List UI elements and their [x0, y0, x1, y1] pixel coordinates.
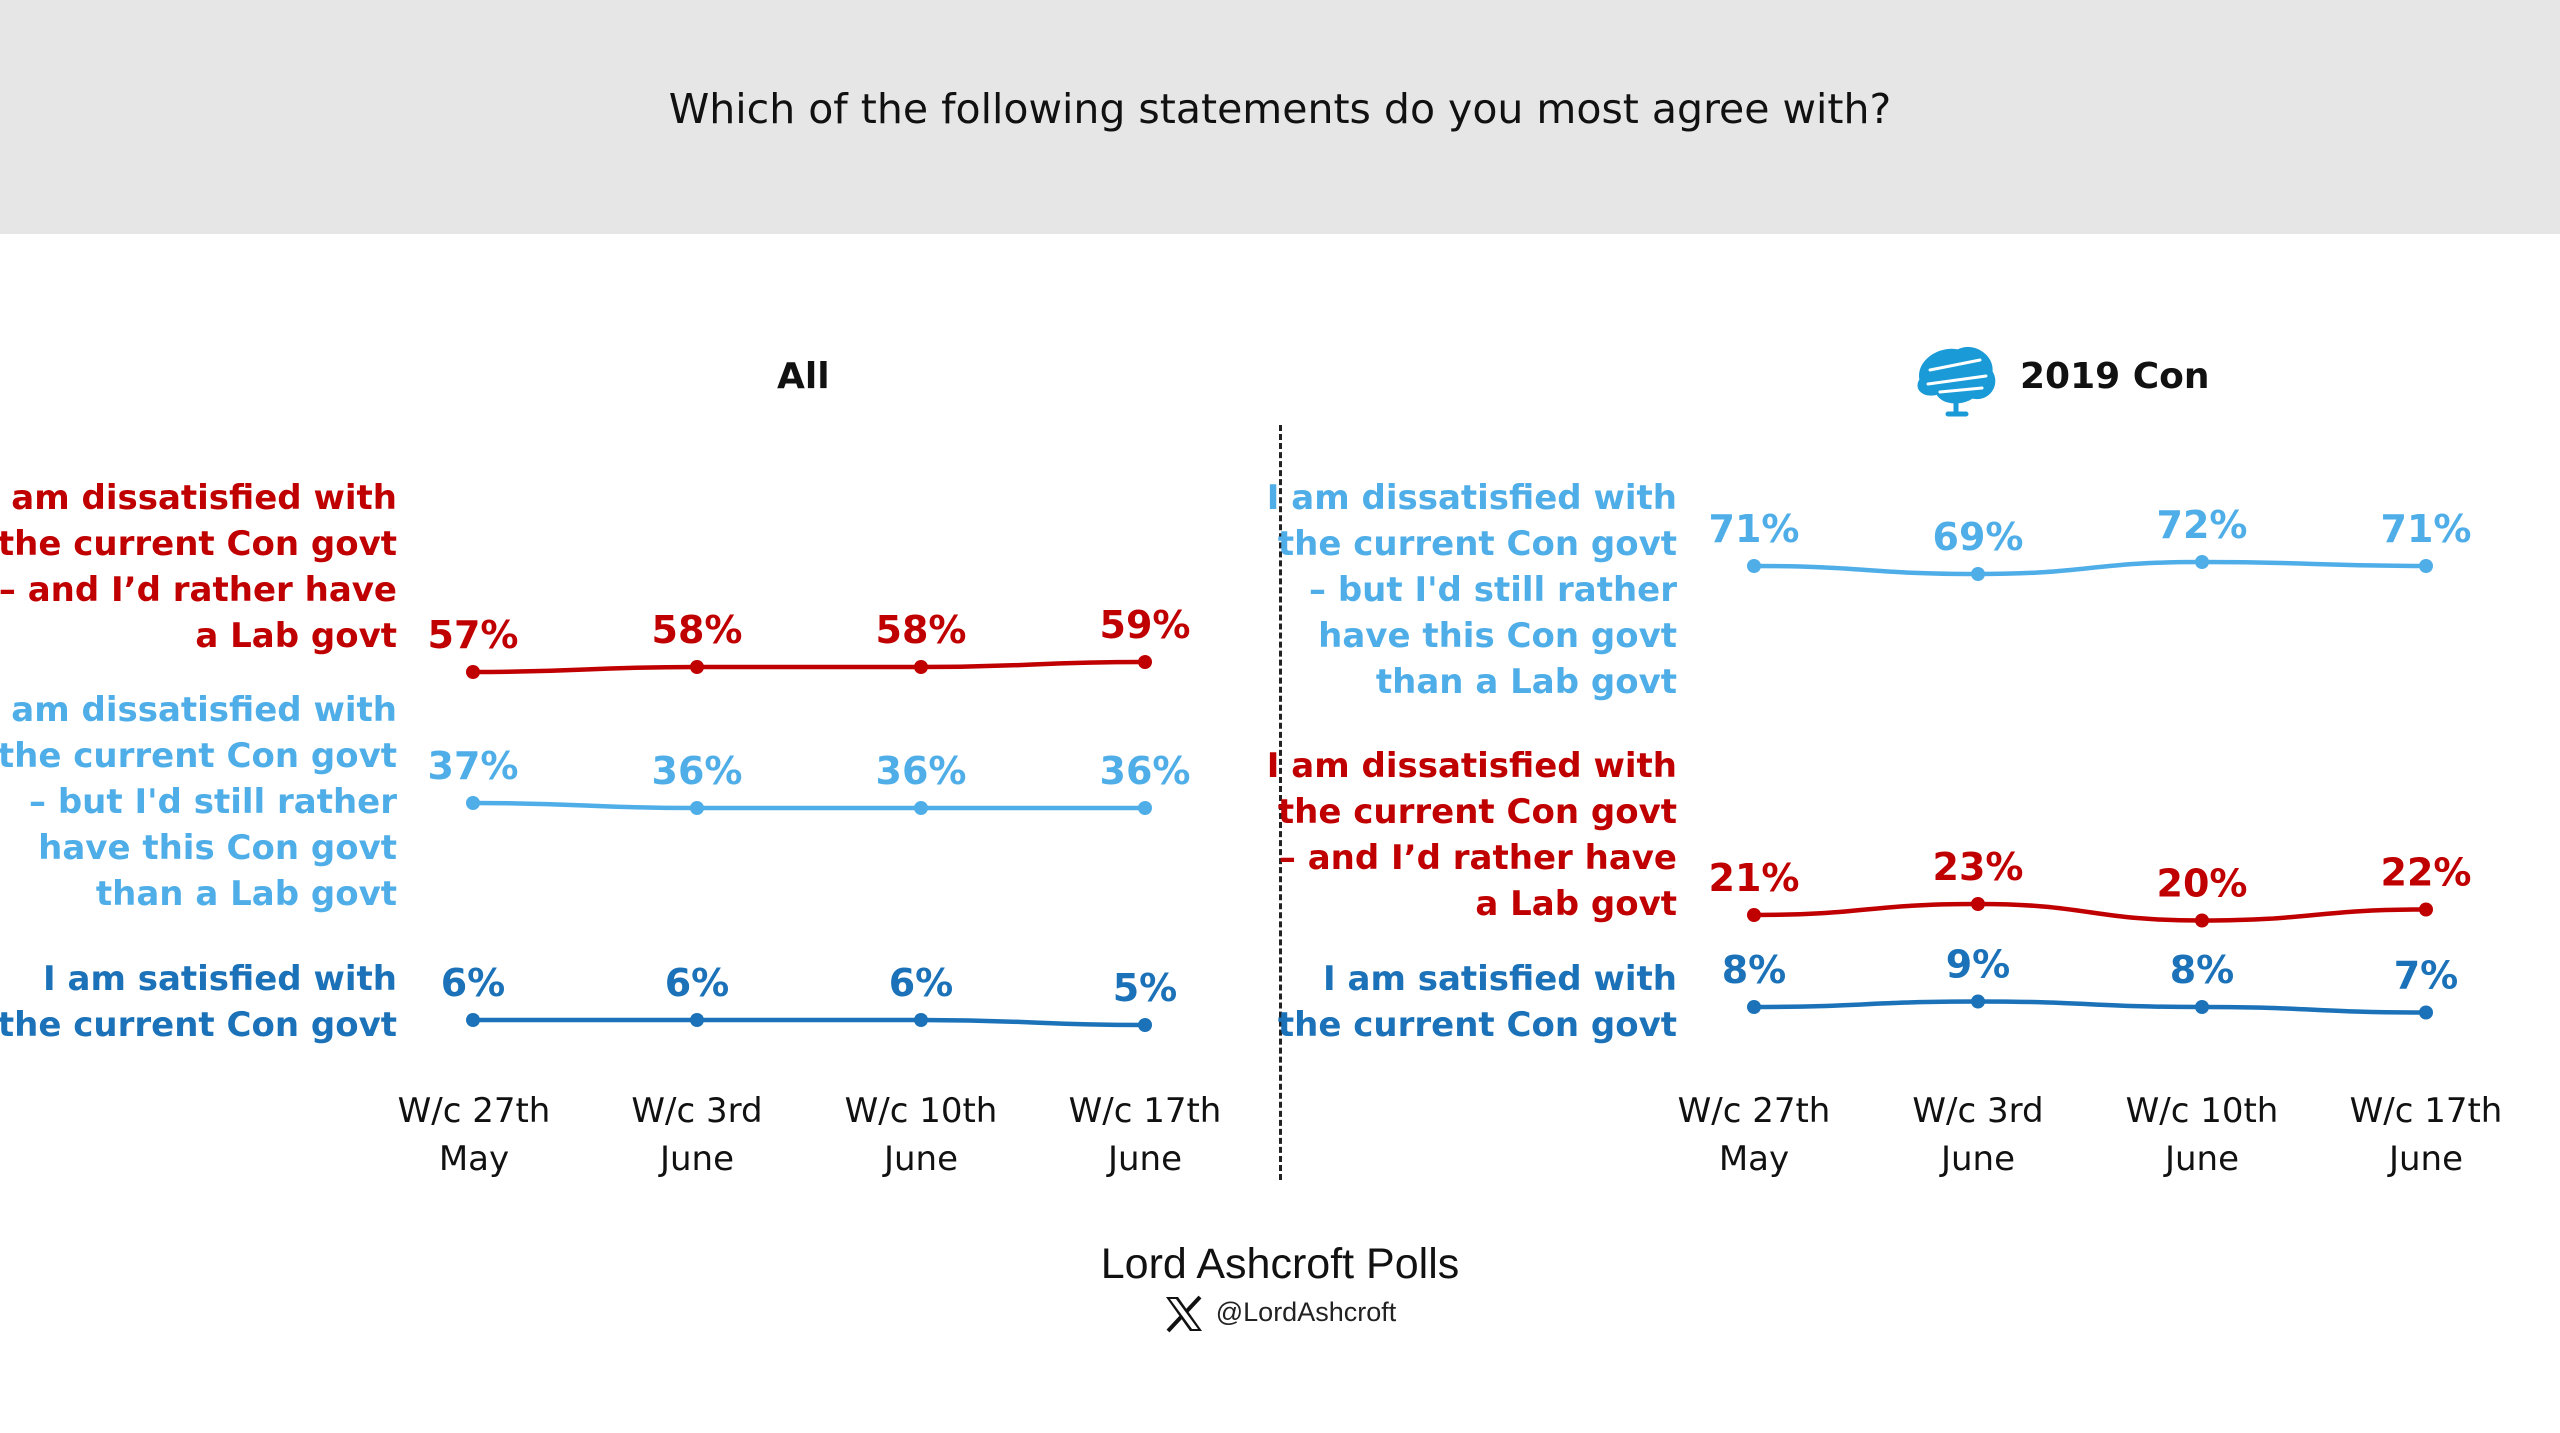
footer-handle: @LordAshcroft: [1215, 1297, 1397, 1328]
data-label: 58%: [876, 608, 967, 652]
x-tick-label: W/c 17th June: [2349, 1091, 2503, 1179]
footer-handle-row: @LordAshcroft: [0, 1295, 2560, 1333]
data-label: 8%: [2170, 948, 2235, 992]
data-label: 36%: [1100, 749, 1191, 793]
data-point: [466, 665, 480, 679]
conservative-tree-icon: [1917, 347, 1996, 417]
data-label: 6%: [441, 961, 506, 1005]
data-point: [2195, 1000, 2209, 1014]
x-tick-label: W/c 10th June: [844, 1091, 998, 1179]
data-point: [1138, 1018, 1152, 1032]
data-label: 57%: [428, 613, 519, 657]
data-label: 22%: [2381, 851, 2472, 895]
data-label: 72%: [2157, 503, 2248, 547]
series-line: [1753, 999, 2427, 1015]
footer-source: Lord Ashcroft Polls: [1100, 1240, 1460, 1288]
data-label: 37%: [428, 744, 519, 788]
data-label: 20%: [2157, 862, 2248, 906]
data-point: [914, 660, 928, 674]
x-tick-label: W/c 3rd June: [631, 1091, 763, 1179]
data-label: 59%: [1100, 603, 1191, 647]
data-label: 23%: [1933, 845, 2024, 889]
data-point: [1971, 567, 1985, 581]
data-label: 58%: [652, 608, 743, 652]
data-point: [466, 1013, 480, 1027]
data-point: [914, 801, 928, 815]
series-line: [1753, 901, 2427, 923]
data-point: [1747, 908, 1761, 922]
series-line: [1753, 559, 2427, 577]
panel-divider: [1279, 425, 1282, 1180]
data-point: [2195, 555, 2209, 569]
data-point: [1747, 1000, 1761, 1014]
x-logo-icon: [1165, 1295, 1202, 1333]
x-tick-label: W/c 17th June: [1068, 1091, 1222, 1179]
data-point: [690, 801, 704, 815]
chart-question-title: Which of the following statements do you…: [668, 85, 1892, 133]
data-label: 69%: [1933, 515, 2024, 559]
data-label: 36%: [876, 749, 967, 793]
series-label-all-satisfied: I am satisfied with the current Con govt: [0, 959, 397, 1045]
series-label-con-stillcon: I am dissatisfied with the current Con g…: [1266, 478, 1677, 702]
data-point: [1138, 655, 1152, 669]
data-point: [2195, 913, 2209, 928]
data-point: [2419, 1005, 2433, 1020]
data-label: 7%: [2394, 954, 2459, 998]
data-label: 21%: [1709, 856, 1800, 900]
header-banner: Which of the following statements do you…: [0, 0, 2560, 234]
data-label: 36%: [652, 749, 743, 793]
x-tick-label: W/c 10th June: [2125, 1091, 2279, 1179]
panel-title-all: All: [777, 356, 830, 397]
data-point: [466, 796, 480, 810]
series-line: [472, 800, 1145, 811]
data-label: 6%: [665, 961, 730, 1005]
data-point: [914, 1013, 928, 1027]
series-label-all-stillcon: I am dissatisfied with the current Con g…: [0, 690, 397, 914]
data-point: [1138, 801, 1152, 815]
x-tick-label: W/c 3rd June: [1912, 1091, 2044, 1179]
data-point: [2419, 559, 2433, 573]
data-label: 6%: [889, 961, 954, 1005]
series-label-con-satisfied: I am satisfied with the current Con govt: [1277, 959, 1677, 1045]
data-label: 8%: [1722, 948, 1787, 992]
data-label: 71%: [1709, 507, 1800, 551]
series-line: [472, 659, 1146, 675]
series-line: [473, 1017, 1146, 1028]
series-label-con-lab: I am dissatisfied with the current Con g…: [1266, 746, 1677, 924]
data-point: [690, 660, 704, 674]
data-label: 5%: [1113, 966, 1178, 1010]
data-point: [2419, 902, 2433, 917]
panel-title-2019-con: 2019 Con: [2020, 356, 2210, 397]
x-tick-label: W/c 27th May: [1677, 1091, 1831, 1179]
data-point: [1971, 897, 1985, 911]
data-label: 71%: [2381, 507, 2472, 551]
data-point: [1747, 559, 1761, 573]
data-label: 9%: [1946, 943, 2011, 987]
series-label-all-lab: I am dissatisfied with the current Con g…: [0, 478, 397, 656]
data-point: [1971, 994, 1985, 1009]
x-tick-label: W/c 27th May: [397, 1091, 551, 1179]
data-point: [690, 1013, 704, 1027]
